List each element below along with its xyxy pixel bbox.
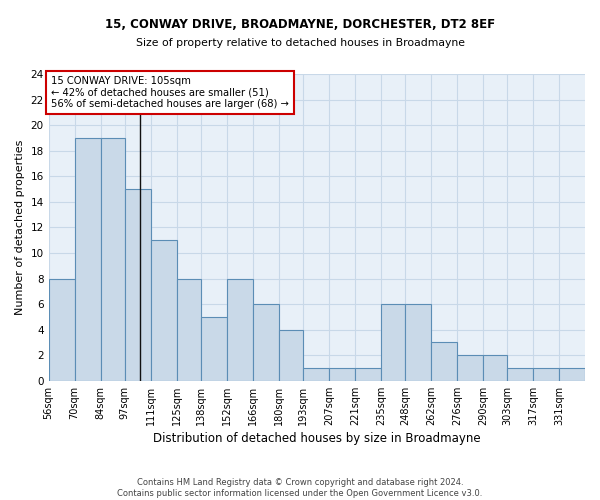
Bar — [177, 278, 201, 381]
Bar — [483, 356, 507, 381]
Bar — [303, 368, 329, 381]
Bar — [74, 138, 101, 381]
Bar — [49, 278, 74, 381]
Bar — [201, 317, 227, 381]
Bar — [253, 304, 279, 381]
Text: Size of property relative to detached houses in Broadmayne: Size of property relative to detached ho… — [136, 38, 464, 48]
Text: 15, CONWAY DRIVE, BROADMAYNE, DORCHESTER, DT2 8EF: 15, CONWAY DRIVE, BROADMAYNE, DORCHESTER… — [105, 18, 495, 30]
Text: Contains HM Land Registry data © Crown copyright and database right 2024.
Contai: Contains HM Land Registry data © Crown c… — [118, 478, 482, 498]
Bar — [329, 368, 355, 381]
Bar — [125, 189, 151, 381]
Bar — [431, 342, 457, 381]
Y-axis label: Number of detached properties: Number of detached properties — [15, 140, 25, 315]
Bar — [101, 138, 125, 381]
Bar — [355, 368, 381, 381]
X-axis label: Distribution of detached houses by size in Broadmayne: Distribution of detached houses by size … — [153, 432, 481, 445]
Bar — [279, 330, 303, 381]
Bar — [151, 240, 177, 381]
Bar — [533, 368, 559, 381]
Bar — [227, 278, 253, 381]
Bar — [381, 304, 405, 381]
Bar — [405, 304, 431, 381]
Text: 15 CONWAY DRIVE: 105sqm
← 42% of detached houses are smaller (51)
56% of semi-de: 15 CONWAY DRIVE: 105sqm ← 42% of detache… — [52, 76, 289, 108]
Bar — [457, 356, 483, 381]
Bar — [559, 368, 585, 381]
Bar — [507, 368, 533, 381]
